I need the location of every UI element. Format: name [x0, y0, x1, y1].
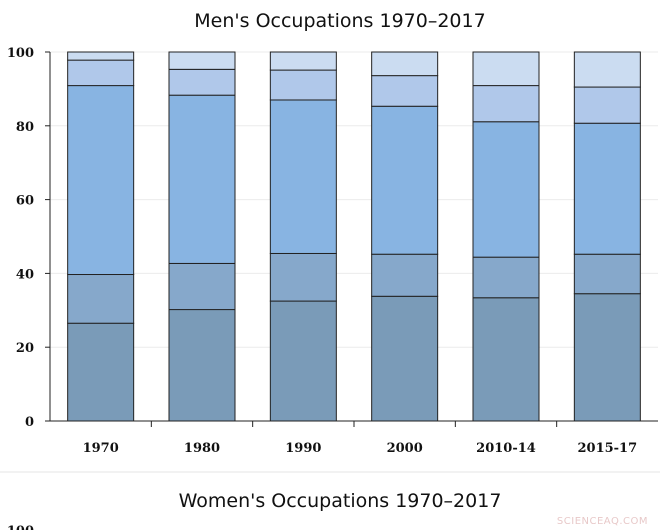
x-categories: 1970 1980 1990 2000 2010-14 2015-17	[83, 421, 637, 456]
chart-title: Men's Occupations 1970–2017	[194, 10, 485, 32]
lower-chart-title: Women's Occupations 1970–2017	[179, 490, 502, 512]
bar-segment	[67, 85, 135, 276]
bar-segment	[168, 51, 236, 70]
y-tick-label: 20	[16, 341, 34, 356]
lower-chart-y-tick-top: 100	[7, 524, 34, 530]
bar-segment	[168, 68, 236, 96]
y-ticks: 0 20 40 60 80 100	[7, 46, 50, 430]
bar-segment	[269, 99, 337, 254]
x-category-label: 1980	[184, 441, 220, 456]
y-tick-label: 0	[25, 415, 34, 430]
y-tick-label: 40	[16, 267, 34, 282]
x-category-label: 1990	[285, 441, 321, 456]
bar-segment	[67, 59, 135, 87]
bar-segment	[472, 51, 540, 87]
x-category-label: 2015-17	[577, 441, 637, 456]
bar-segment	[269, 69, 337, 101]
bar-segment	[269, 252, 337, 302]
y-tick-label: 100	[7, 46, 34, 61]
bar-segment	[371, 253, 439, 297]
bar-segment	[371, 295, 439, 422]
bar-segment	[472, 85, 540, 123]
y-tick-label: 60	[16, 194, 34, 209]
bar-segment	[67, 51, 135, 61]
bar-segment	[573, 122, 641, 255]
bar-segment	[573, 86, 641, 124]
bar-segment	[269, 51, 337, 71]
bar-segment	[67, 274, 135, 324]
bar-segment	[67, 322, 135, 422]
bars	[67, 51, 641, 422]
bar-segment	[269, 300, 337, 422]
bar-segment	[371, 105, 439, 255]
x-category-label: 2000	[387, 441, 423, 456]
x-category-label: 1970	[83, 441, 119, 456]
bar-segment	[573, 51, 641, 88]
bar-segment	[168, 262, 236, 311]
gridlines	[50, 51, 658, 348]
bar-segment	[472, 297, 540, 422]
bar-segment	[371, 75, 439, 107]
watermark-text: SCIENCEAQ.COM	[557, 516, 648, 527]
bar-segment	[573, 253, 641, 295]
x-category-label: 2010-14	[476, 441, 536, 456]
axes	[49, 52, 658, 422]
bar-segment	[168, 309, 236, 422]
bar-segment	[573, 293, 641, 422]
bar-segment	[168, 94, 236, 264]
bar-segment	[472, 121, 540, 258]
y-tick-label: 80	[16, 120, 34, 135]
bar-segment	[472, 256, 540, 299]
bar-segment	[371, 51, 439, 77]
